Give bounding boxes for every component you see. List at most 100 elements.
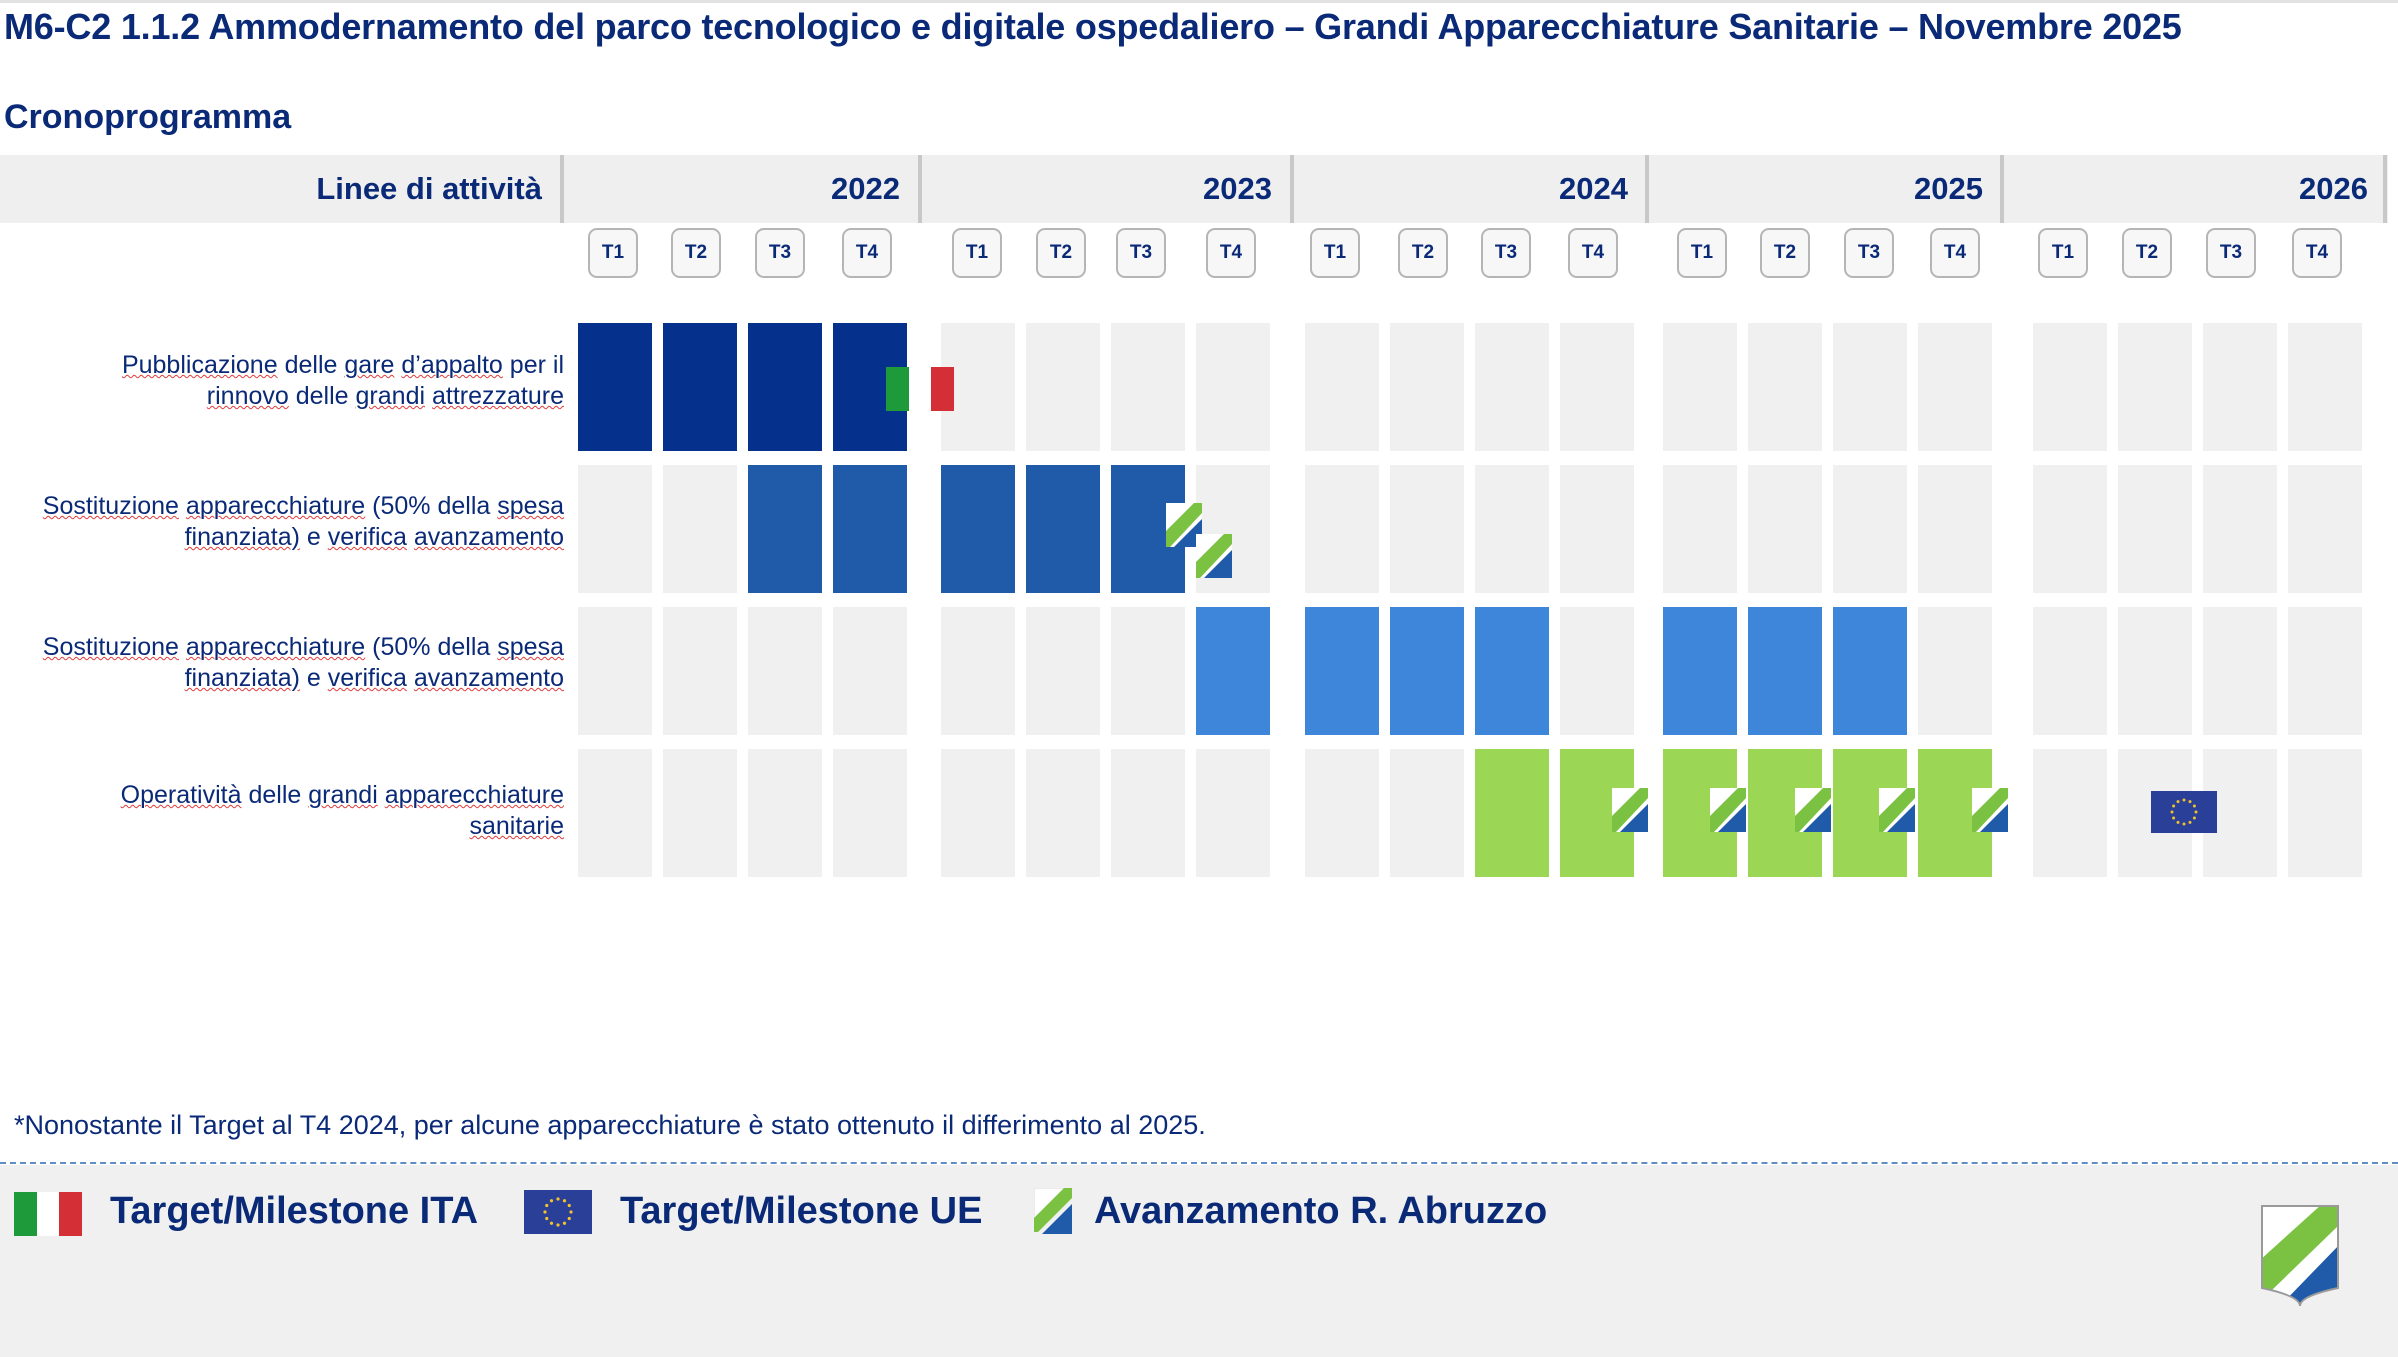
abruzzo-progress-icon bbox=[1166, 503, 1202, 547]
year-separator bbox=[1290, 155, 1294, 223]
activity-label-line: rinnovo delle grandi attrezzature bbox=[206, 382, 564, 410]
gantt-cell bbox=[2203, 465, 2277, 593]
quarter-2023-T3: T3 bbox=[1116, 228, 1166, 278]
section-title: Cronoprogramma bbox=[4, 98, 292, 136]
gantt-cell bbox=[1390, 465, 1464, 593]
page-title: M6-C2 1.1.2 Ammodernamento del parco tec… bbox=[4, 6, 2182, 47]
activity-label: Operatività delle grandi apparecchiature… bbox=[0, 780, 564, 842]
quarter-2022-T4: T4 bbox=[842, 228, 892, 278]
gantt-cell bbox=[1305, 607, 1379, 735]
eu-flag-icon bbox=[2151, 791, 2217, 833]
gantt-cell bbox=[1560, 607, 1634, 735]
italy-flag-icon bbox=[886, 367, 955, 411]
abruzzo-progress-icon bbox=[1879, 788, 1915, 832]
quarter-2024-T1: T1 bbox=[1310, 228, 1360, 278]
year-label-2025: 2025 bbox=[1914, 171, 1983, 206]
gantt-cell bbox=[1475, 749, 1549, 877]
gantt-cell bbox=[1833, 323, 1907, 451]
top-rule bbox=[0, 0, 2398, 3]
quarter-2025-T3: T3 bbox=[1844, 228, 1894, 278]
gantt-cell bbox=[1390, 749, 1464, 877]
quarter-2024-T3: T3 bbox=[1481, 228, 1531, 278]
gantt-cell bbox=[1390, 607, 1464, 735]
eu-flag-icon bbox=[524, 1190, 592, 1234]
quarter-2023-T1: T1 bbox=[952, 228, 1002, 278]
gantt-cell bbox=[1918, 323, 1992, 451]
italy-flag-icon bbox=[14, 1192, 83, 1236]
gantt-cell bbox=[1748, 465, 1822, 593]
quarter-2025-T1: T1 bbox=[1677, 228, 1727, 278]
quarter-2026-T4: T4 bbox=[2292, 228, 2342, 278]
quarter-2024-T4: T4 bbox=[1568, 228, 1618, 278]
gantt-cell bbox=[663, 749, 737, 877]
gantt-cell bbox=[1748, 323, 1822, 451]
gantt-cell bbox=[941, 607, 1015, 735]
gantt-cell bbox=[2288, 323, 2362, 451]
quarter-2022-T3: T3 bbox=[755, 228, 805, 278]
gantt-cell bbox=[578, 749, 652, 877]
gantt-cell bbox=[1026, 749, 1100, 877]
gantt-cell bbox=[748, 323, 822, 451]
activity-label-line: Sostituzione apparecchiature (50% della … bbox=[42, 633, 564, 661]
gantt-cell bbox=[1026, 465, 1100, 593]
year-separator bbox=[2000, 155, 2004, 223]
year-separator bbox=[918, 155, 922, 223]
gantt-cell bbox=[2288, 607, 2362, 735]
gantt-cell bbox=[2288, 749, 2362, 877]
gantt-cell bbox=[1748, 607, 1822, 735]
year-separator bbox=[560, 155, 564, 223]
gantt-cell bbox=[578, 465, 652, 593]
gantt-cell bbox=[748, 749, 822, 877]
quarter-2022-T2: T2 bbox=[671, 228, 721, 278]
abruzzo-progress-icon bbox=[1034, 1188, 1072, 1234]
gantt-cell bbox=[1475, 607, 1549, 735]
legend-ue: Target/Milestone UE bbox=[620, 1190, 983, 1232]
abruzzo-progress-icon bbox=[1196, 534, 1232, 578]
legend-divider bbox=[0, 1162, 2398, 1164]
gantt-cell bbox=[2033, 323, 2107, 451]
gantt-cell bbox=[2033, 749, 2107, 877]
gantt-cell bbox=[1833, 607, 1907, 735]
gantt-cell bbox=[1026, 323, 1100, 451]
gantt-cell bbox=[578, 607, 652, 735]
quarter-2024-T2: T2 bbox=[1398, 228, 1448, 278]
quarter-2026-T3: T3 bbox=[2206, 228, 2256, 278]
gantt-cell bbox=[1918, 465, 1992, 593]
gantt-cell bbox=[2118, 323, 2192, 451]
gantt-cell bbox=[2118, 465, 2192, 593]
abruzzo-progress-icon bbox=[1795, 788, 1831, 832]
gantt-cell bbox=[1111, 749, 1185, 877]
gantt-cell bbox=[1475, 465, 1549, 593]
quarter-2023-T2: T2 bbox=[1036, 228, 1086, 278]
gantt-cell bbox=[833, 749, 907, 877]
activity-label-line: sanitarie bbox=[469, 812, 565, 840]
legend-abruzzo: Avanzamento R. Abruzzo bbox=[1094, 1190, 1548, 1232]
gantt-cell bbox=[833, 607, 907, 735]
activity-label-line: Operatività delle grandi apparecchiature bbox=[120, 781, 564, 809]
gantt-cell bbox=[2118, 607, 2192, 735]
gantt-cell bbox=[1833, 465, 1907, 593]
legend-band bbox=[0, 1165, 2398, 1357]
gantt-cell bbox=[833, 465, 907, 593]
abruzzo-progress-icon bbox=[1710, 788, 1746, 832]
gantt-cell bbox=[2203, 323, 2277, 451]
year-label-2024: 2024 bbox=[1559, 171, 1628, 206]
gantt-cell bbox=[1390, 323, 1464, 451]
quarter-2026-T2: T2 bbox=[2122, 228, 2172, 278]
gantt-cell bbox=[1196, 607, 1270, 735]
year-label-2026: 2026 bbox=[2299, 171, 2368, 206]
activity-label-line: Pubblicazione delle gare d’appalto per i… bbox=[121, 351, 564, 379]
gantt-cell bbox=[1663, 607, 1737, 735]
quarter-2026-T1: T1 bbox=[2038, 228, 2088, 278]
gantt-cell bbox=[1663, 323, 1737, 451]
gantt-cell bbox=[2288, 465, 2362, 593]
gantt-cell bbox=[748, 607, 822, 735]
gantt-cell bbox=[941, 749, 1015, 877]
activity-label: Sostituzione apparecchiature (50% della … bbox=[0, 491, 564, 553]
timeline-header bbox=[0, 155, 2388, 223]
activity-label-line: finanziata) e verifica avanzamento bbox=[184, 523, 564, 551]
activity-label: Sostituzione apparecchiature (50% della … bbox=[0, 632, 564, 694]
quarter-2025-T4: T4 bbox=[1930, 228, 1980, 278]
legend-ita: Target/Milestone ITA bbox=[110, 1190, 479, 1232]
quarter-2025-T2: T2 bbox=[1760, 228, 1810, 278]
